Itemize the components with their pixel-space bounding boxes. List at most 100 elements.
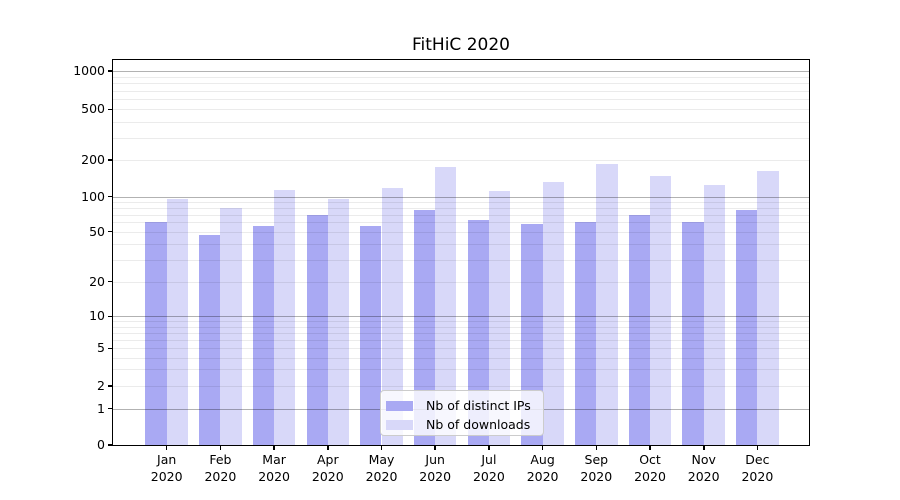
x-tick-mark xyxy=(595,446,597,450)
gridline-minor xyxy=(113,339,809,341)
gridline-major xyxy=(113,316,809,318)
y-tick-mark xyxy=(108,315,113,318)
gridline-minor xyxy=(113,121,809,123)
y-tick-label: 50 xyxy=(89,223,105,239)
bar-downloads-dec xyxy=(757,170,779,445)
bar-downloads-sep xyxy=(596,164,618,445)
gridline-minor xyxy=(113,109,809,111)
x-tick-label: Nov 2020 xyxy=(687,452,720,484)
y-tick-mark xyxy=(108,159,113,161)
x-tick-label: Feb 2020 xyxy=(204,452,237,484)
bar-downloads-jun xyxy=(435,167,457,445)
bar-distinct-ips-dec xyxy=(736,209,758,445)
gridline-minor xyxy=(113,99,809,101)
y-tick-label: 100 xyxy=(81,188,105,204)
y-tick-mark xyxy=(108,195,113,198)
x-tick-mark xyxy=(219,446,222,450)
y-tick-label: 200 xyxy=(81,151,105,167)
legend-swatch-downloads xyxy=(386,419,413,430)
x-tick-mark xyxy=(541,446,544,450)
legend-entry-distinct-ips: Nb of distinct IPs xyxy=(386,396,543,415)
x-tick-mark xyxy=(273,446,275,450)
gridline-minor xyxy=(113,259,809,261)
x-tick-mark xyxy=(327,446,329,450)
x-tick-label: Aug 2020 xyxy=(526,452,559,484)
gridline-major xyxy=(113,196,809,198)
gridline-minor xyxy=(113,137,809,139)
gridline-minor xyxy=(113,386,809,387)
x-tick-label: Apr 2020 xyxy=(311,452,344,484)
x-tick-label: Jul 2020 xyxy=(472,452,505,484)
gridline-minor xyxy=(113,369,809,371)
bar-distinct-ips-apr xyxy=(306,214,328,445)
bar-distinct-ips-nov xyxy=(682,222,704,445)
legend-swatch-distinct-ips xyxy=(386,400,413,411)
bar-distinct-ips-aug xyxy=(521,224,543,445)
bar-distinct-ips-sep xyxy=(575,222,597,445)
chart-title: FitHiC 2020 xyxy=(412,35,510,55)
y-tick-mark xyxy=(108,70,113,72)
bar-distinct-ips-jul xyxy=(467,220,489,445)
legend-entry-downloads: Nb of downloads xyxy=(386,415,543,434)
x-tick-label: Mar 2020 xyxy=(258,452,290,484)
y-tick-label: 5 xyxy=(97,340,105,356)
bar-distinct-ips-may xyxy=(360,225,382,445)
y-tick-mark xyxy=(108,407,113,410)
bar-downloads-oct xyxy=(650,175,672,445)
gridline-minor xyxy=(113,357,809,359)
y-tick-label: 1000 xyxy=(73,62,105,78)
y-tick-mark xyxy=(108,280,113,283)
gridline-minor xyxy=(113,207,809,209)
y-tick-mark xyxy=(108,444,113,446)
gridline-minor xyxy=(113,160,809,161)
x-tick-label: Dec 2020 xyxy=(741,452,774,484)
legend-label-distinct-ips: Nb of distinct IPs xyxy=(426,398,531,413)
bar-downloads-jan xyxy=(166,199,188,445)
x-tick-mark xyxy=(649,446,651,450)
gridline-minor xyxy=(113,222,809,224)
y-tick-mark xyxy=(108,385,113,387)
legend-label-downloads: Nb of downloads xyxy=(426,417,531,432)
y-tick-label: 2 xyxy=(97,377,105,393)
x-tick-label: Sep 2020 xyxy=(580,452,613,484)
gridline-minor xyxy=(113,348,809,350)
gridline-minor xyxy=(113,201,809,203)
gridline-minor xyxy=(113,321,809,323)
gridline-minor xyxy=(113,243,809,245)
x-tick-mark xyxy=(756,446,759,450)
y-tick-mark xyxy=(108,230,113,233)
bar-downloads-may xyxy=(381,188,403,445)
gridline-minor xyxy=(113,76,809,78)
x-tick-mark xyxy=(488,446,490,450)
x-tick-label: Oct 2020 xyxy=(634,452,666,484)
bar-downloads-apr xyxy=(327,199,350,445)
bar-downloads-feb xyxy=(220,207,242,445)
gridline-major xyxy=(113,71,809,72)
gridline-minor xyxy=(113,214,809,216)
y-tick-label: 20 xyxy=(89,273,105,289)
gridline-minor xyxy=(113,326,809,328)
bar-downloads-nov xyxy=(703,184,725,445)
plot-area xyxy=(112,59,810,446)
gridline-minor xyxy=(113,83,809,85)
gridline-minor xyxy=(113,332,809,334)
y-tick-mark xyxy=(108,347,113,350)
bar-distinct-ips-oct xyxy=(628,214,650,445)
x-tick-label: May 2020 xyxy=(365,452,398,484)
bar-distinct-ips-jan xyxy=(145,222,167,445)
y-tick-mark xyxy=(108,108,113,110)
legend: Nb of distinct IPs Nb of downloads xyxy=(380,390,544,436)
x-tick-mark xyxy=(703,446,705,450)
y-tick-label: 500 xyxy=(81,101,105,117)
gridline-minor xyxy=(113,231,809,233)
y-tick-label: 10 xyxy=(89,308,105,324)
gridline-minor xyxy=(113,90,809,92)
bar-distinct-ips-mar xyxy=(252,225,275,445)
x-tick-mark xyxy=(380,446,383,450)
bar-downloads-jul xyxy=(488,191,511,445)
x-tick-label: Jan 2020 xyxy=(150,452,183,484)
x-tick-mark xyxy=(165,446,168,450)
bar-distinct-ips-jun xyxy=(413,210,436,445)
y-tick-label: 1 xyxy=(97,400,105,416)
